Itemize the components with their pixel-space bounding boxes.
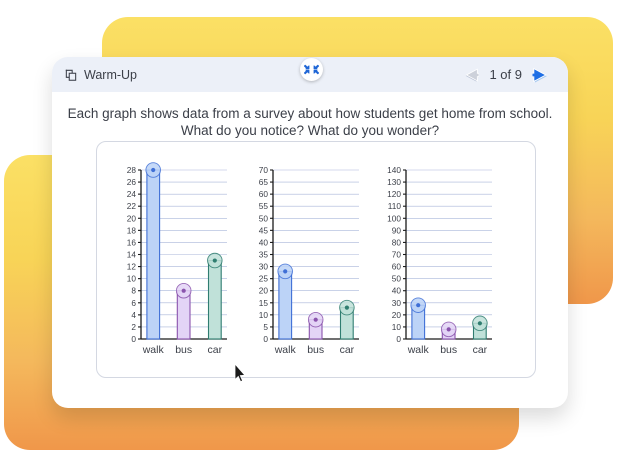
svg-text:26: 26 bbox=[127, 177, 137, 187]
svg-text:0: 0 bbox=[263, 334, 268, 344]
svg-text:0: 0 bbox=[131, 334, 136, 344]
svg-text:60: 60 bbox=[392, 262, 402, 272]
svg-text:140: 140 bbox=[387, 165, 401, 175]
svg-text:70: 70 bbox=[392, 250, 402, 260]
svg-text:10: 10 bbox=[259, 310, 269, 320]
svg-text:8: 8 bbox=[131, 286, 136, 296]
svg-text:24: 24 bbox=[127, 189, 137, 199]
svg-text:bus: bus bbox=[307, 344, 324, 356]
svg-text:bus: bus bbox=[440, 344, 457, 356]
svg-text:100: 100 bbox=[387, 213, 401, 223]
svg-text:4: 4 bbox=[131, 310, 136, 320]
svg-text:35: 35 bbox=[259, 250, 269, 260]
svg-text:40: 40 bbox=[259, 237, 269, 247]
svg-text:5: 5 bbox=[263, 322, 268, 332]
svg-text:walk: walk bbox=[142, 344, 165, 356]
svg-text:90: 90 bbox=[392, 225, 402, 235]
svg-text:70: 70 bbox=[259, 165, 269, 175]
svg-text:20: 20 bbox=[127, 213, 137, 223]
svg-text:30: 30 bbox=[392, 298, 402, 308]
svg-text:20: 20 bbox=[392, 310, 402, 320]
svg-text:65: 65 bbox=[259, 177, 269, 187]
svg-text:15: 15 bbox=[259, 298, 269, 308]
svg-text:2: 2 bbox=[131, 322, 136, 332]
svg-text:16: 16 bbox=[127, 237, 137, 247]
svg-text:walk: walk bbox=[407, 344, 430, 356]
svg-text:25: 25 bbox=[259, 274, 269, 284]
svg-text:130: 130 bbox=[387, 177, 401, 187]
svg-text:18: 18 bbox=[127, 225, 137, 235]
svg-text:55: 55 bbox=[259, 201, 269, 211]
svg-text:14: 14 bbox=[127, 250, 137, 260]
svg-text:120: 120 bbox=[387, 189, 401, 199]
svg-text:30: 30 bbox=[259, 262, 269, 272]
svg-text:22: 22 bbox=[127, 201, 137, 211]
svg-text:28: 28 bbox=[127, 165, 137, 175]
svg-text:45: 45 bbox=[259, 225, 269, 235]
svg-text:40: 40 bbox=[392, 286, 402, 296]
svg-text:car: car bbox=[473, 344, 488, 356]
svg-text:car: car bbox=[340, 344, 355, 356]
svg-text:bus: bus bbox=[175, 344, 192, 356]
svg-text:50: 50 bbox=[392, 274, 402, 284]
svg-text:10: 10 bbox=[392, 322, 402, 332]
svg-text:walk: walk bbox=[274, 344, 297, 356]
svg-text:12: 12 bbox=[127, 262, 137, 272]
svg-text:110: 110 bbox=[388, 201, 402, 211]
svg-text:80: 80 bbox=[392, 237, 402, 247]
svg-text:20: 20 bbox=[259, 286, 269, 296]
svg-text:6: 6 bbox=[131, 298, 136, 308]
svg-text:0: 0 bbox=[396, 334, 401, 344]
svg-text:10: 10 bbox=[127, 274, 137, 284]
svg-text:50: 50 bbox=[259, 213, 269, 223]
svg-text:60: 60 bbox=[259, 189, 269, 199]
svg-text:car: car bbox=[208, 344, 223, 356]
